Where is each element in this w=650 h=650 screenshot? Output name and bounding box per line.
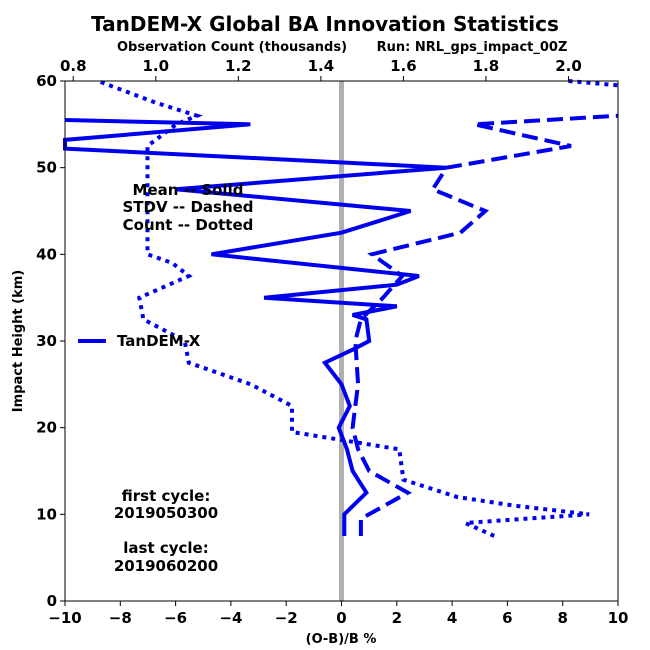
y-tick-label: 40 bbox=[36, 245, 57, 263]
last-cycle-label: last cycle: bbox=[123, 539, 208, 557]
y-tick-label: 20 bbox=[36, 419, 57, 437]
chart-title: TanDEM-X Global BA Innovation Statistics bbox=[91, 12, 559, 36]
style-note-mean: Mean -- Solid bbox=[133, 181, 244, 199]
y-tick-label: 0 bbox=[47, 592, 57, 610]
x-tick-label: −10 bbox=[48, 609, 81, 627]
top-tick-label: 1.4 bbox=[308, 57, 335, 75]
y-axis-ticks: 0 10 20 30 40 50 60 bbox=[36, 72, 65, 610]
series-line-count-high bbox=[568, 79, 619, 88]
style-note-stdv: STDV -- Dashed bbox=[122, 198, 253, 216]
series-line-mean bbox=[63, 118, 447, 536]
top-tick-label: 1.0 bbox=[143, 57, 170, 75]
style-note-count: Count -- Dotted bbox=[123, 216, 254, 234]
x-tick-label: 4 bbox=[447, 609, 457, 627]
x-tick-label: 2 bbox=[392, 609, 402, 627]
first-cycle-label: first cycle: bbox=[122, 487, 211, 505]
y-tick-label: 50 bbox=[36, 159, 57, 177]
x-tick-label: −6 bbox=[164, 609, 187, 627]
x-tick-label: 0 bbox=[336, 609, 346, 627]
top-tick-label: 1.2 bbox=[225, 57, 252, 75]
x-axis-label: (O-B)/B % bbox=[306, 632, 377, 647]
x-axis-ticks: −10 −8 −6 −4 −2 0 2 4 6 8 10 bbox=[48, 601, 628, 627]
top-tick-label: 2.0 bbox=[555, 57, 582, 75]
top-tick-label: 1.6 bbox=[390, 57, 417, 75]
last-cycle-value: 2019060200 bbox=[114, 557, 218, 575]
y-axis-label: Impact Height (km) bbox=[11, 270, 26, 412]
first-cycle-value: 2019050300 bbox=[114, 504, 218, 522]
top-axis-label: Observation Count (thousands) bbox=[117, 40, 347, 55]
cycle-info: first cycle: 2019050300 last cycle: 2019… bbox=[114, 487, 218, 575]
series-layer bbox=[63, 79, 619, 538]
run-label: Run: NRL_gps_impact_00Z bbox=[377, 40, 568, 55]
top-tick-label: 1.8 bbox=[473, 57, 500, 75]
x-tick-label: 6 bbox=[502, 609, 512, 627]
x-tick-label: −4 bbox=[219, 609, 242, 627]
x-tick-label: 10 bbox=[608, 609, 629, 627]
style-note: Mean -- Solid STDV -- Dashed Count -- Do… bbox=[122, 181, 253, 234]
top-axis-ticks: 0.8 1.0 1.2 1.4 1.6 1.8 2.0 bbox=[60, 57, 582, 81]
legend: TanDEM-X bbox=[78, 332, 201, 350]
x-tick-label: −8 bbox=[109, 609, 132, 627]
top-tick-label: 0.8 bbox=[60, 57, 87, 75]
y-tick-label: 60 bbox=[36, 72, 57, 90]
x-tick-label: 8 bbox=[557, 609, 567, 627]
series-line-count bbox=[97, 79, 590, 538]
legend-label: TanDEM-X bbox=[117, 332, 201, 350]
x-tick-label: −2 bbox=[275, 609, 298, 627]
y-tick-label: 30 bbox=[36, 332, 57, 350]
series-line-stdv bbox=[350, 113, 619, 536]
y-tick-label: 10 bbox=[36, 505, 57, 523]
